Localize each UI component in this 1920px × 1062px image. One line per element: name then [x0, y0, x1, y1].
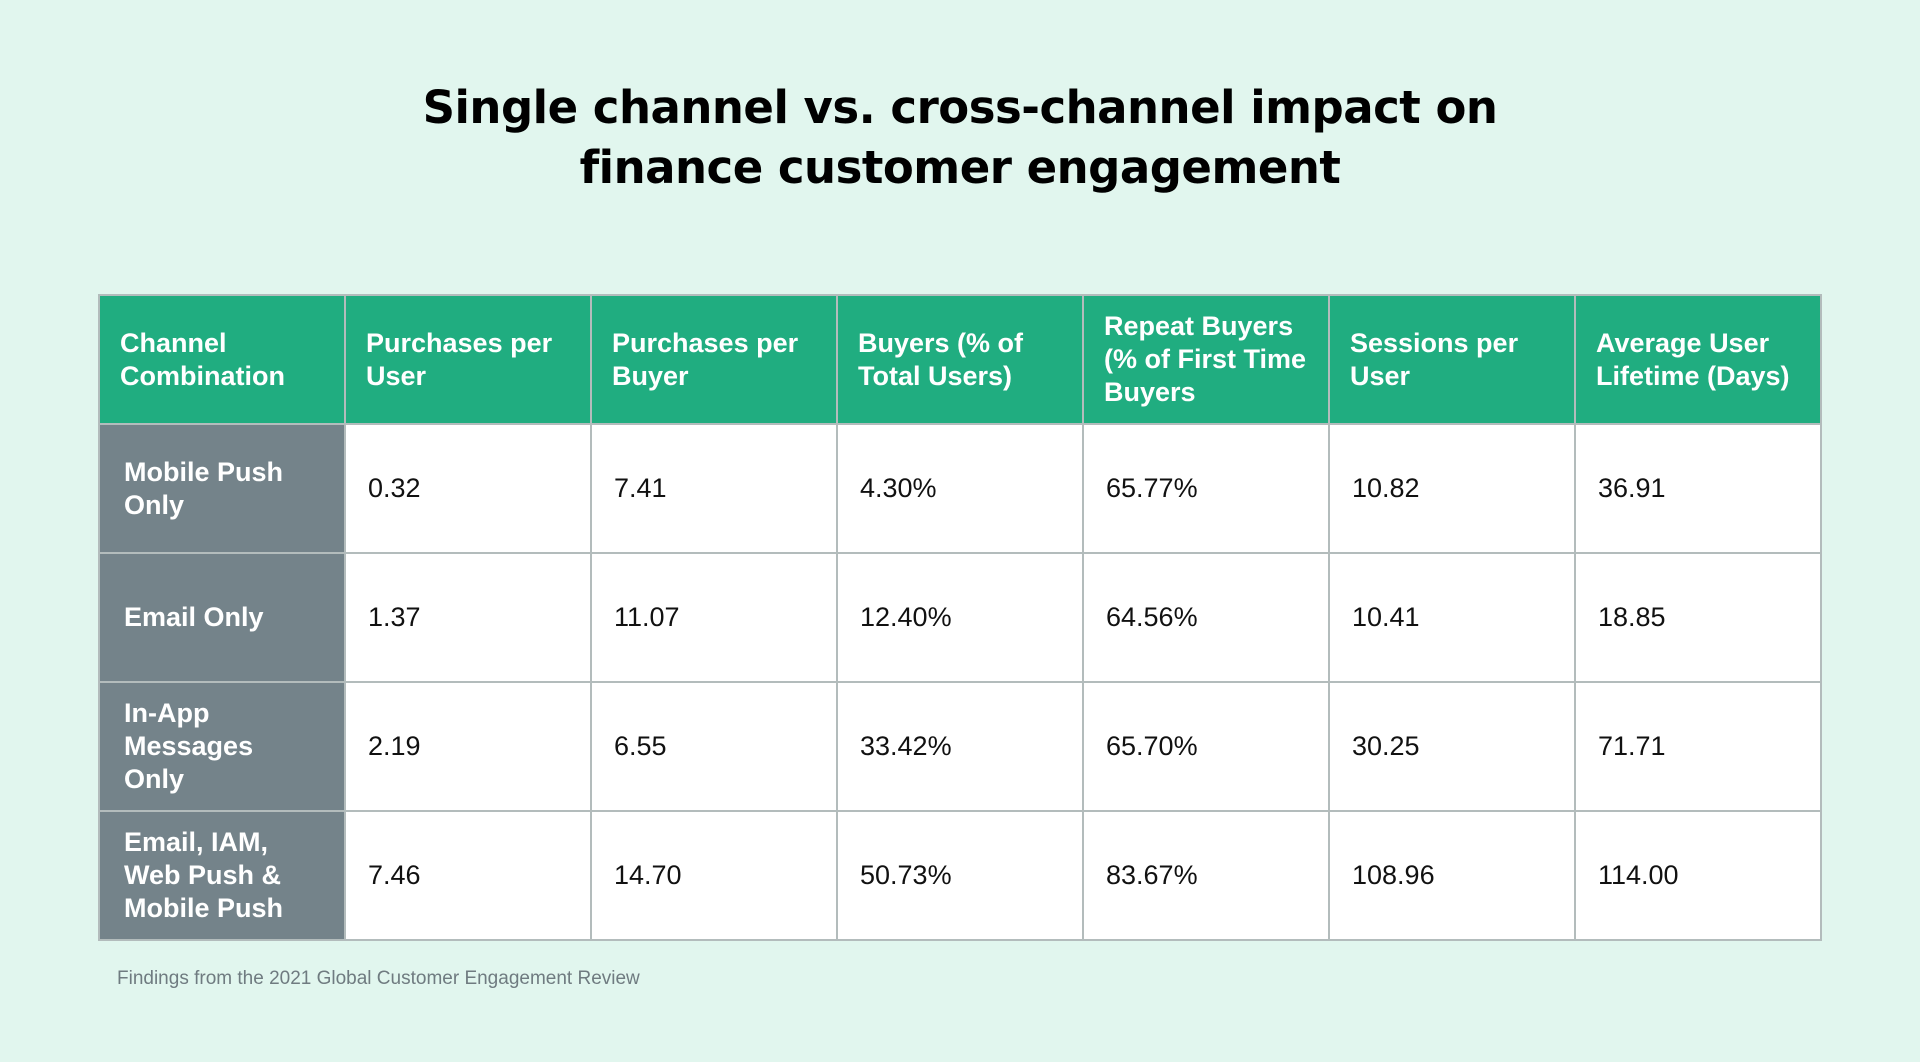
column-header: Repeat Buyers (% of First Time Buyers	[1082, 294, 1330, 425]
row-header: Mobile Push Only	[98, 423, 346, 554]
column-header: Purchases per Buyer	[590, 294, 838, 425]
table-cell: 50.73%	[836, 810, 1084, 941]
table-cell: 14.70	[590, 810, 838, 941]
table-cell: 64.56%	[1082, 552, 1330, 683]
column-header: Purchases per User	[344, 294, 592, 425]
table-cell: 65.70%	[1082, 681, 1330, 812]
table-cell: 108.96	[1328, 810, 1576, 941]
row-header: Email, IAM, Web Push & Mobile Push	[98, 810, 346, 941]
table-row: Email Only 1.37 11.07 12.40% 64.56% 10.41 18.8…	[98, 552, 1822, 683]
table-cell: 11.07	[590, 552, 838, 683]
title-line-1: Single channel vs. cross-channel impact …	[422, 81, 1498, 134]
row-header: In-App Messages Only	[98, 681, 346, 812]
table-row: In-App Messages Only 2.19 6.55 33.42% 65.70%…	[98, 681, 1822, 812]
table-cell: 0.32	[344, 423, 592, 554]
table-cell: 6.55	[590, 681, 838, 812]
table-cell: 4.30%	[836, 423, 1084, 554]
table-cell: 2.19	[344, 681, 592, 812]
column-header: Channel Combination	[98, 294, 346, 425]
table-cell: 71.71	[1574, 681, 1822, 812]
table-row: Email, IAM, Web Push & Mobile Push 7.46 14…	[98, 810, 1822, 941]
page-title: Single channel vs. cross-channel impact …	[0, 78, 1920, 198]
table-cell: 114.00	[1574, 810, 1822, 941]
column-header: Buyers (% of Total Users)	[836, 294, 1084, 425]
footer-note: Findings from the 2021 Global Customer E…	[117, 968, 640, 989]
column-header: Average User Lifetime (Days)	[1574, 294, 1822, 425]
header-row: Channel Combination Purchases per User Pur…	[98, 294, 1822, 425]
table-cell: 33.42%	[836, 681, 1084, 812]
table-cell: 10.82	[1328, 423, 1576, 554]
engagement-table: Channel Combination Purchases per User Pur…	[98, 294, 1822, 941]
title-line-2: finance customer engagement	[579, 141, 1341, 194]
table-cell: 30.25	[1328, 681, 1576, 812]
table-cell: 36.91	[1574, 423, 1822, 554]
table-row: Mobile Push Only 0.32 7.41 4.30% 65.77% 10.82…	[98, 423, 1822, 554]
table-cell: 12.40%	[836, 552, 1084, 683]
table-cell: 7.41	[590, 423, 838, 554]
table-cell: 10.41	[1328, 552, 1576, 683]
table-cell: 18.85	[1574, 552, 1822, 683]
table-cell: 1.37	[344, 552, 592, 683]
table-cell: 65.77%	[1082, 423, 1330, 554]
column-header: Sessions per User	[1328, 294, 1576, 425]
row-header: Email Only	[98, 552, 346, 683]
table-cell: 7.46	[344, 810, 592, 941]
table-cell: 83.67%	[1082, 810, 1330, 941]
